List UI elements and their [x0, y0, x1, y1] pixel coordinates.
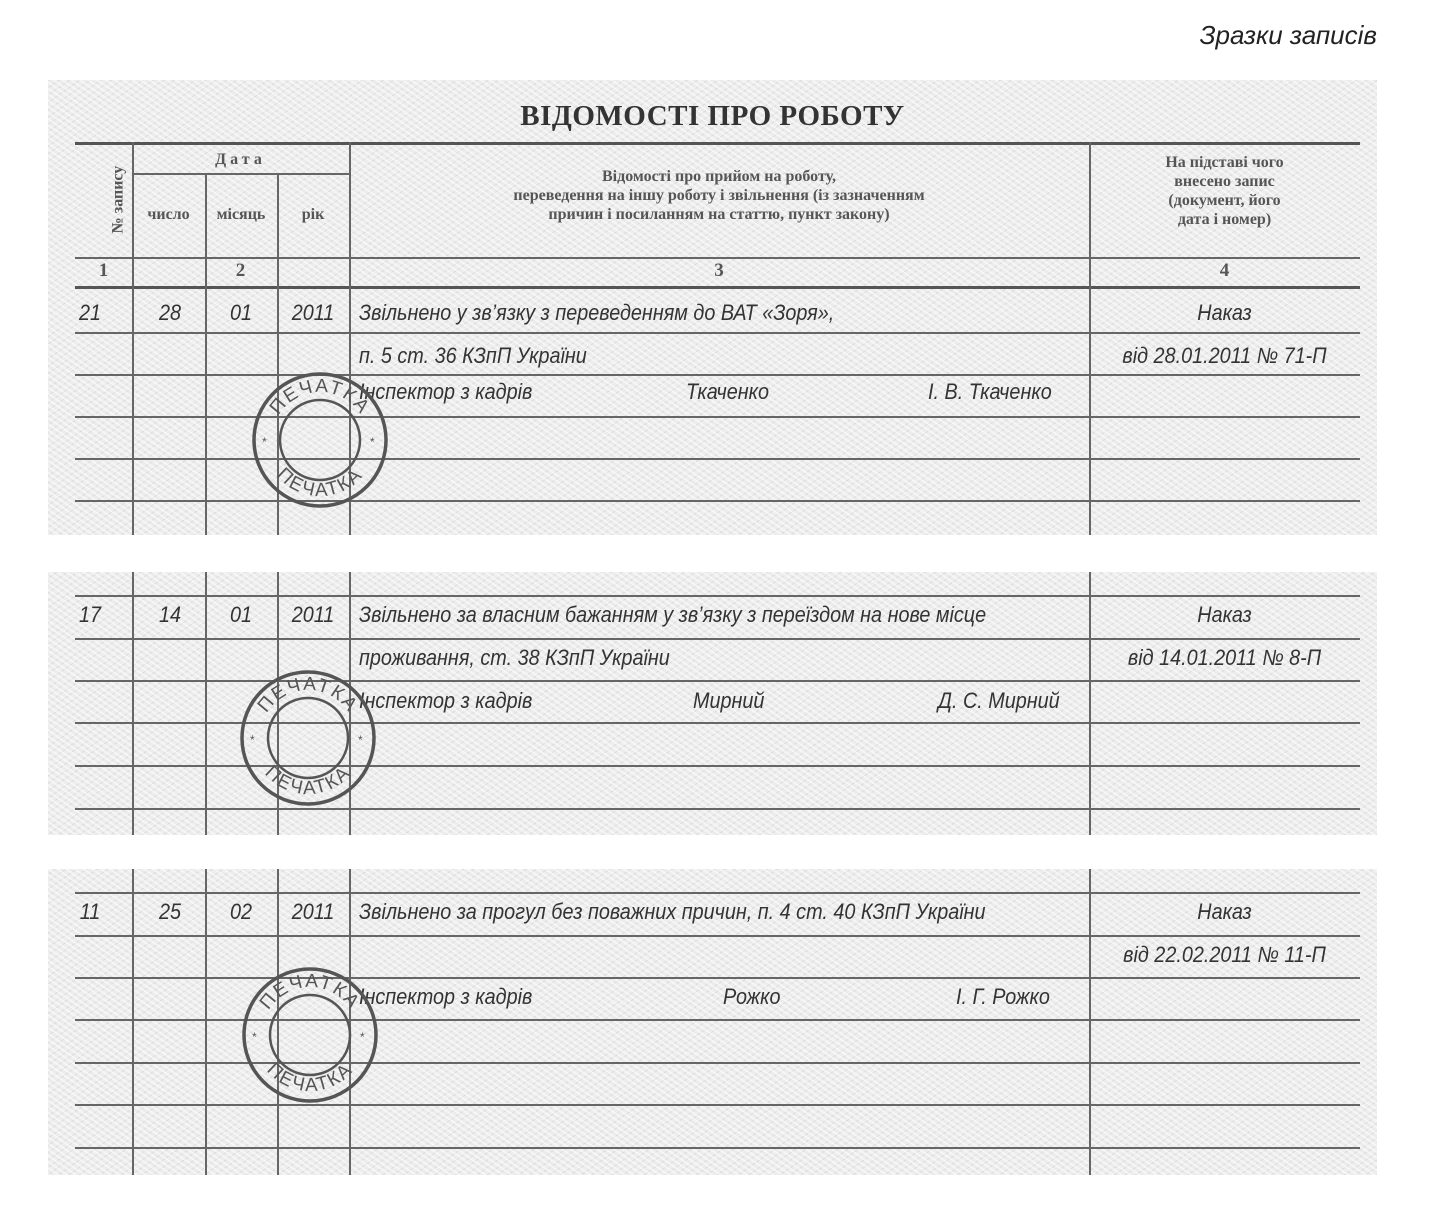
stamp-seal: ПЕЧАТКА ПЕЧАТКА * * [240, 965, 380, 1105]
stamp-seal: ПЕЧАТКА ПЕЧАТКА * * [238, 668, 378, 808]
col-number-2: 2 [235, 260, 246, 281]
entry-number: 17 [78, 602, 102, 627]
header-year: рік [301, 206, 325, 223]
entry-signature: Мирний [693, 688, 765, 713]
entry-signature: Рожко [723, 984, 781, 1009]
entry-year: 2011 [291, 300, 335, 325]
header-details-line: причин і посиланням на статтю, пункт зак… [548, 206, 890, 223]
svg-text:ПЕЧАТКА: ПЕЧАТКА [254, 674, 362, 717]
entry-position: Інспектор з кадрів [359, 688, 533, 713]
svg-text:*: * [370, 435, 375, 449]
entry-month: 01 [229, 300, 253, 325]
col-number-1: 1 [98, 260, 109, 281]
entry-day: 25 [158, 899, 182, 924]
entry-basis: Наказ [1197, 602, 1252, 627]
entry-name: І. В. Ткаченко [928, 379, 1052, 404]
entry-position: Інспектор з кадрів [359, 379, 533, 404]
svg-text:ПЕЧАТКА: ПЕЧАТКА [266, 376, 374, 419]
entry-number: 11 [79, 899, 101, 924]
entry-year: 2011 [291, 899, 335, 924]
entry-month: 02 [229, 899, 253, 924]
entry-basis: Наказ [1197, 899, 1252, 924]
header-basis-line: (документ, його [1168, 192, 1281, 209]
header-basis: На підставі чого внесено запис (документ… [1089, 153, 1360, 229]
entry-signature: Ткаченко [686, 379, 769, 404]
header-number: № запису [109, 165, 127, 234]
col-number-3: 3 [714, 260, 724, 281]
entry-name: Д. С. Мирний [938, 688, 1060, 713]
entry-position: Інспектор з кадрів [359, 984, 533, 1009]
entry-number: 21 [78, 300, 102, 325]
header-month: місяць [216, 206, 266, 223]
header-details: Відомості про прийом на роботу, переведе… [349, 167, 1089, 224]
work-record-sample-3: 11 25 02 2011 Звільнено за прогул без по… [48, 869, 1377, 1175]
header-basis-line: На підставі чого [1165, 154, 1284, 171]
svg-text:*: * [360, 1030, 365, 1044]
header-date: Дата [215, 151, 266, 168]
entry-day: 14 [158, 602, 182, 627]
header-basis-line: дата і номер) [1177, 211, 1272, 228]
svg-text:*: * [262, 435, 267, 449]
svg-text:*: * [358, 733, 363, 747]
entry-text: п. 5 ст. 36 КЗпП України [359, 343, 587, 368]
header-details-line: переведення на іншу роботу і звільнення … [513, 187, 925, 204]
entry-day: 28 [158, 300, 182, 325]
entry-basis: від 22.02.2011 № 11-П [1123, 942, 1326, 967]
entry-basis: Наказ [1197, 300, 1252, 325]
svg-text:*: * [250, 733, 255, 747]
svg-text:ПЕЧАТКА: ПЕЧАТКА [256, 971, 364, 1014]
entry-text: проживання, ст. 38 КЗпП України [359, 645, 670, 670]
header-basis-line: внесено запис [1174, 173, 1275, 190]
entry-year: 2011 [291, 602, 335, 627]
header-details-line: Відомості про прийом на роботу, [601, 168, 836, 185]
work-record-sample-2: 17 14 01 2011 Звільнено за власним бажан… [48, 572, 1377, 835]
entry-basis: від 28.01.2011 № 71-П [1122, 343, 1327, 368]
page-title: ВІДОМОСТІ ПРО РОБОТУ [520, 100, 905, 132]
entry-text: Звільнено за прогул без поважних причин,… [359, 899, 986, 924]
entry-text: Звільнено за власним бажанням у зв’язку … [359, 602, 987, 627]
work-record-sample-1: ВІДОМОСТІ ПРО РОБОТУ № запису Дата число… [48, 80, 1377, 535]
svg-text:*: * [252, 1030, 257, 1044]
entry-basis: від 14.01.2011 № 8-П [1127, 645, 1322, 670]
header-day: число [147, 206, 190, 223]
col-number-4: 4 [1219, 260, 1230, 281]
entry-text: Звільнено у зв’язку з переведенням до ВА… [359, 300, 835, 325]
entry-name: І. Г. Рожко [956, 984, 1050, 1009]
caption: Зразки записів [1199, 20, 1377, 50]
entry-month: 01 [229, 602, 253, 627]
stamp-seal: ПЕЧАТКА ПЕЧАТКА * * [250, 370, 390, 510]
